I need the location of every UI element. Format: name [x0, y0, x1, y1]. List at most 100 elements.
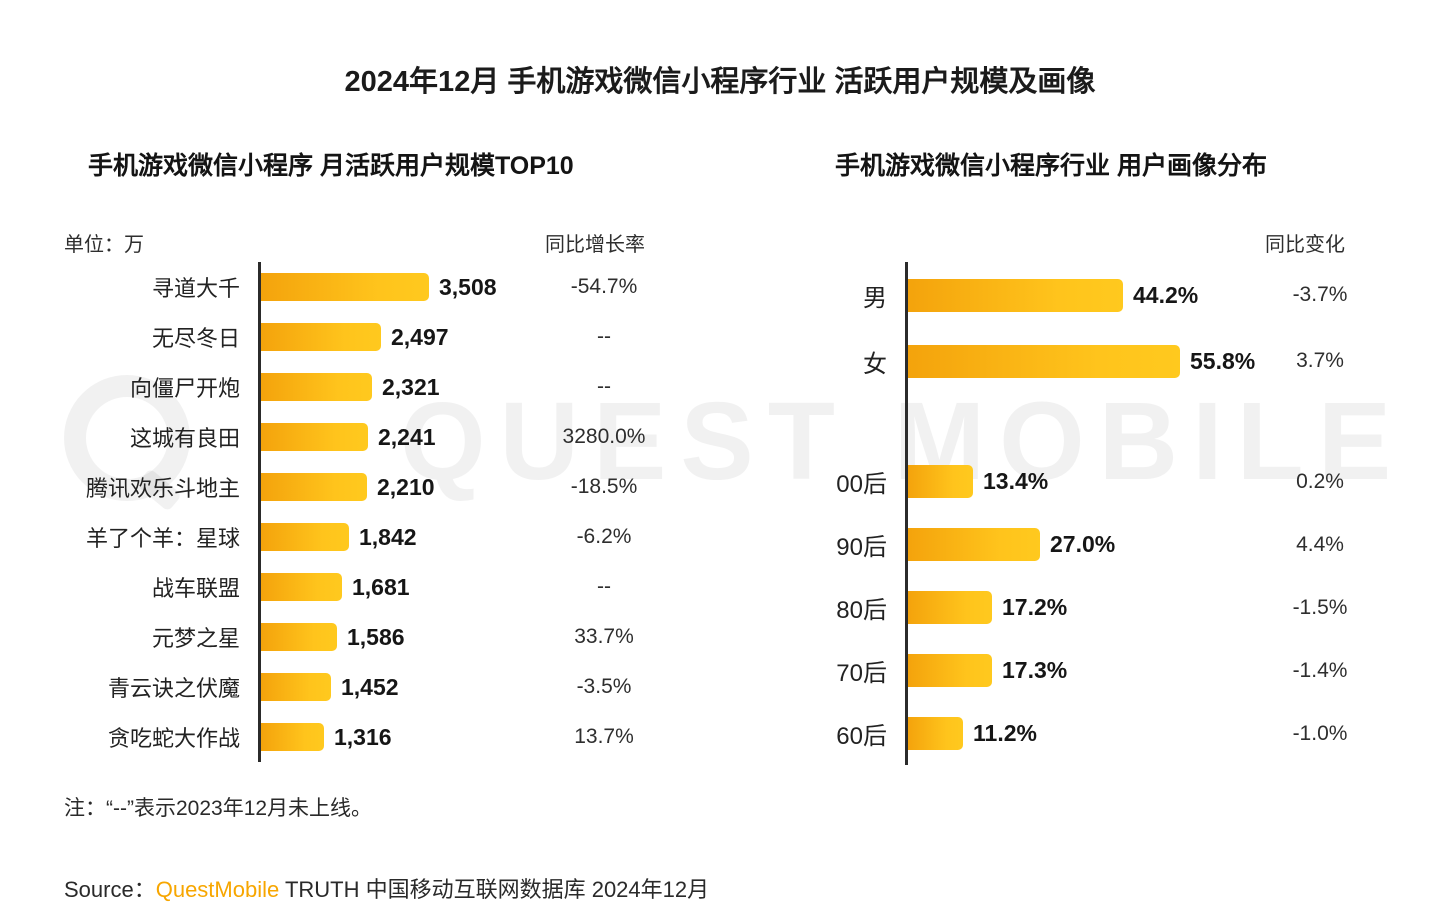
- chart-row: 向僵尸开炮 2,321 --: [64, 362, 674, 412]
- bar-value: 55.8%: [1190, 347, 1256, 374]
- chart-row: 羊了个羊：星球 1,842 -6.2%: [64, 512, 674, 562]
- bar: [261, 573, 342, 601]
- yoy-value: -54.7%: [570, 275, 638, 298]
- bar: [908, 465, 973, 498]
- bar: [261, 723, 324, 751]
- bar-zone: 17.3%: [905, 639, 1255, 702]
- source-label: Source：: [64, 877, 156, 902]
- bar: [261, 423, 368, 451]
- chart-row: 60后 11.2% -1.0%: [800, 702, 1390, 765]
- bar-label: 羊了个羊：星球: [85, 526, 240, 551]
- group-divider-space: [905, 394, 1255, 450]
- bar: [261, 673, 331, 701]
- bar-value: 2,497: [391, 323, 449, 350]
- chart-row: 这城有良田 2,241 3280.0%: [64, 412, 674, 462]
- chart-row: 战车联盟 1,681 --: [64, 562, 674, 612]
- bar-value: 1,316: [334, 723, 392, 750]
- yoy-value: -3.5%: [576, 675, 632, 698]
- yoy-growth-col-header: 同比增长率: [545, 234, 645, 256]
- bar-zone: 13.4%: [905, 450, 1255, 513]
- bar-label: 80后: [836, 597, 887, 624]
- user-profile-chart: 男 44.2% -3.7% 女 55.8% 3.7% 00后 13.4% 0.2% 90后 27.…: [800, 262, 1390, 765]
- bar-value: 1,842: [359, 523, 417, 550]
- unit-label: 单位：万: [64, 234, 144, 256]
- mau-top10-chart: 寻道大千 3,508 -54.7% 无尽冬日 2,497 -- 向僵尸开炮 2,321 -- 这城…: [64, 262, 674, 762]
- yoy-value: --: [597, 575, 611, 598]
- bar: [908, 344, 1180, 378]
- bar-value: 11.2%: [973, 720, 1037, 746]
- page-title: 2024年12月 手机游戏微信小程序行业 活跃用户规模及画像: [344, 66, 1096, 98]
- chart-row: 男 44.2% -3.7%: [800, 262, 1390, 328]
- source-rest: TRUTH 中国移动互联网数据库 2024年12月: [279, 877, 710, 902]
- bar-label: 00后: [836, 471, 887, 498]
- bar-label: 70后: [836, 660, 887, 687]
- bar: [261, 623, 337, 651]
- bar-zone: 17.2%: [905, 576, 1255, 639]
- chart-row: 腾讯欢乐斗地主 2,210 -18.5%: [64, 462, 674, 512]
- chart-row: 无尽冬日 2,497 --: [64, 312, 674, 362]
- bar-label: 战车联盟: [151, 576, 240, 601]
- chart-row: 00后 13.4% 0.2%: [800, 450, 1390, 513]
- bar: [908, 278, 1123, 312]
- yoy-value: --: [597, 375, 611, 398]
- profile-chart-title: 手机游戏微信小程序行业 用户画像分布: [835, 152, 1267, 180]
- bar-zone: 1,586: [258, 612, 534, 662]
- yoy-value: -1.5%: [1292, 595, 1348, 619]
- bar-label: 寻道大千: [151, 276, 240, 301]
- yoy-value: 3.7%: [1296, 349, 1344, 372]
- bar-zone: 3,508: [258, 262, 534, 312]
- bar-label: 男: [863, 284, 887, 312]
- bar-value: 3,508: [439, 273, 497, 300]
- bar: [261, 273, 429, 301]
- mau-top10-rows: 寻道大千 3,508 -54.7% 无尽冬日 2,497 -- 向僵尸开炮 2,321 -- 这城…: [64, 262, 674, 762]
- gender-rows: 男 44.2% -3.7% 女 55.8% 3.7%: [800, 262, 1390, 394]
- bar-zone: 1,316: [258, 712, 534, 762]
- bar-label: 青云诀之伏魔: [107, 676, 240, 701]
- bar-label: 无尽冬日: [151, 326, 240, 351]
- chart-row: 女 55.8% 3.7%: [800, 328, 1390, 394]
- bar-value: 44.2%: [1133, 281, 1199, 308]
- yoy-value: 33.7%: [574, 625, 634, 648]
- yoy-value: 4.4%: [1296, 532, 1344, 556]
- bar-value: 27.0%: [1050, 531, 1116, 557]
- bar-zone: 2,241: [258, 412, 534, 462]
- bar-label: 60后: [836, 723, 887, 750]
- bar-value: 2,241: [378, 423, 436, 450]
- bar-zone: 2,497: [258, 312, 534, 362]
- bar-label: 女: [863, 350, 887, 378]
- bar: [908, 591, 992, 624]
- bar-zone: 2,321: [258, 362, 534, 412]
- bar-zone: 1,452: [258, 662, 534, 712]
- bar: [261, 473, 367, 501]
- yoy-value: 3280.0%: [562, 425, 646, 448]
- bar: [261, 523, 349, 551]
- bar-value: 1,586: [347, 623, 405, 650]
- source-brand: QuestMobile: [155, 877, 280, 902]
- age-rows: 00后 13.4% 0.2% 90后 27.0% 4.4% 80后 17.2% -1.5% 70后…: [800, 450, 1390, 765]
- source-line: Source：QuestMobile TRUTH 中国移动互联网数据库 2024…: [64, 872, 709, 904]
- bar-zone: 2,210: [258, 462, 534, 512]
- yoy-value: -1.4%: [1292, 658, 1348, 682]
- chart-row: 70后 17.3% -1.4%: [800, 639, 1390, 702]
- bar: [908, 528, 1040, 561]
- yoy-change-col-header: 同比变化: [1265, 234, 1345, 256]
- bar-zone: 44.2%: [905, 262, 1255, 328]
- bar-label: 90后: [836, 534, 887, 561]
- chart-row: 元梦之星 1,586 33.7%: [64, 612, 674, 662]
- footnote: 注：“--”表示2023年12月未上线。: [64, 797, 373, 820]
- bar-zone: 1,842: [258, 512, 534, 562]
- chart-row: 寻道大千 3,508 -54.7%: [64, 262, 674, 312]
- bar: [908, 717, 963, 750]
- mau-chart-title: 手机游戏微信小程序 月活跃用户规模TOP10: [88, 152, 574, 180]
- bar-value: 1,452: [341, 673, 399, 700]
- bar-value: 17.3%: [1002, 657, 1068, 683]
- bar-zone: 1,681: [258, 562, 534, 612]
- chart-row: 90后 27.0% 4.4%: [800, 513, 1390, 576]
- yoy-value: -1.0%: [1292, 721, 1348, 745]
- yoy-value: 0.2%: [1296, 469, 1344, 493]
- bar: [261, 373, 372, 401]
- bar-value: 2,321: [382, 373, 440, 400]
- bar-zone: 11.2%: [905, 702, 1255, 765]
- bar-label: 向僵尸开炮: [129, 376, 240, 401]
- bar-value: 1,681: [352, 573, 410, 600]
